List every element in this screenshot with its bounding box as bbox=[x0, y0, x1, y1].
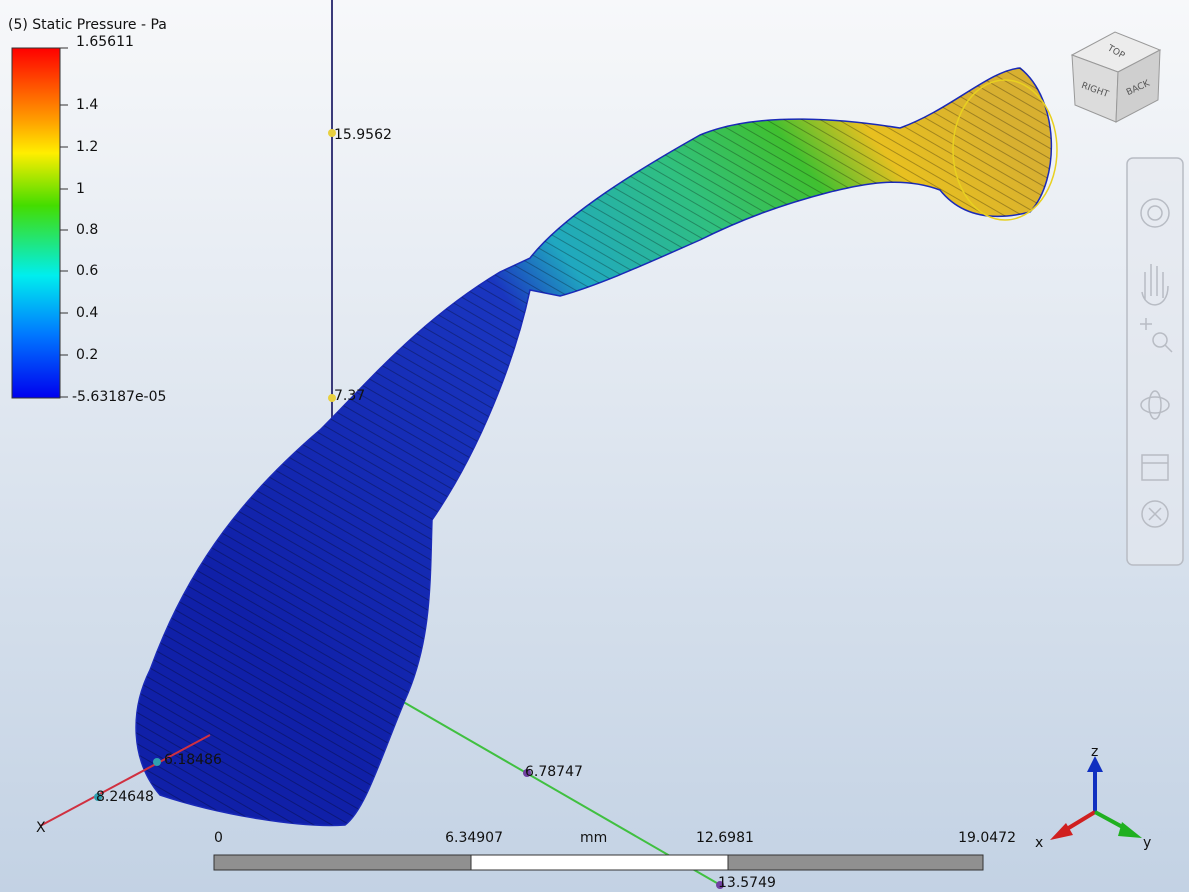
scale-bar-segment bbox=[471, 855, 728, 870]
scale-label: 0 bbox=[214, 830, 223, 846]
triad-label: x bbox=[1035, 835, 1043, 851]
legend-label: 0.2 bbox=[76, 347, 98, 363]
axis-value: 8.24648 bbox=[96, 789, 154, 805]
legend-label: 1.65611 bbox=[76, 34, 134, 50]
axis-value: 15.9562 bbox=[334, 127, 392, 143]
scale-label: 19.0472 bbox=[958, 830, 1016, 846]
legend-label: 1 bbox=[76, 181, 85, 197]
scale-unit: mm bbox=[580, 830, 607, 846]
axis-value: 6.78747 bbox=[525, 764, 583, 780]
navigation-bar bbox=[1127, 158, 1183, 565]
viewport: 15.9562 7.37 6.18486 8.24648 X 6.78747 1… bbox=[0, 0, 1189, 892]
axis-value: 7.37 bbox=[334, 388, 365, 404]
scale-label: 12.6981 bbox=[696, 830, 754, 846]
axis-value: 6.18486 bbox=[164, 752, 222, 768]
page: {"legend": {"title": "(5) Static Pressur… bbox=[0, 0, 1189, 892]
triad-label: z bbox=[1091, 744, 1098, 760]
legend-label: 0.4 bbox=[76, 305, 98, 321]
scale-label: 6.34907 bbox=[445, 830, 503, 846]
legend-label: 0.6 bbox=[76, 263, 98, 279]
triad-label: y bbox=[1143, 835, 1151, 851]
axis-name: X bbox=[36, 820, 46, 836]
axis-value: 13.5749 bbox=[718, 875, 776, 891]
legend-label: -5.63187e-05 bbox=[72, 389, 166, 405]
color-bar bbox=[12, 48, 60, 398]
legend-label: 1.4 bbox=[76, 97, 98, 113]
legend-label: 1.2 bbox=[76, 139, 98, 155]
legend-title: (5) Static Pressure - Pa bbox=[8, 17, 167, 33]
legend-label: 0.8 bbox=[76, 222, 98, 238]
axis-point bbox=[153, 758, 161, 766]
